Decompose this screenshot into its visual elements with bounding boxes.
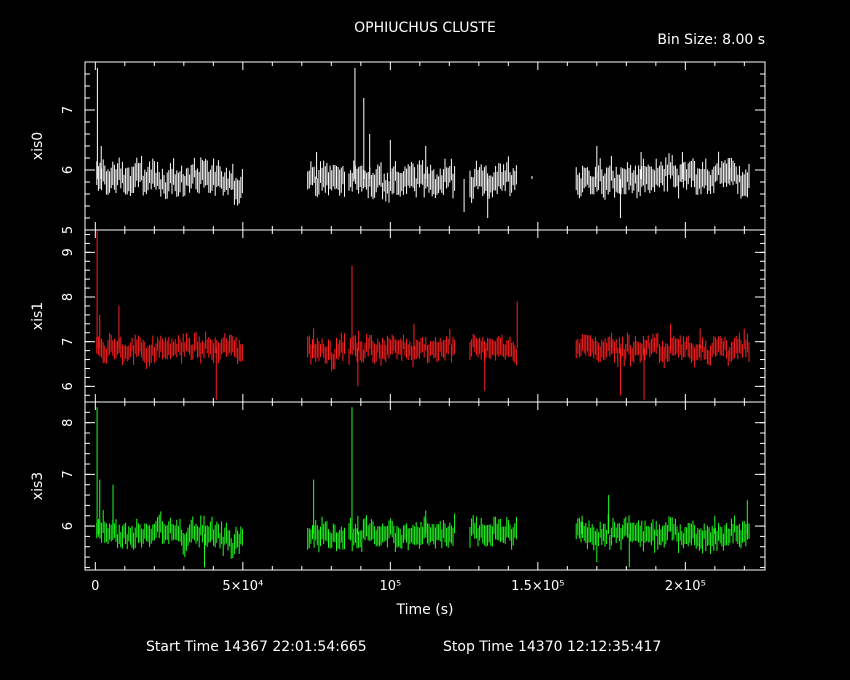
panel-xis0: 5 6 7 xis0 — [30, 61, 766, 234]
panel-y-label: xis3 — [30, 472, 46, 500]
y-tick-label: 6 — [61, 166, 76, 174]
series-xis1 — [96, 231, 750, 400]
start-time-label: Start Time 14367 22:01:54:665 — [146, 639, 367, 655]
panel-y-label: xis1 — [30, 302, 46, 330]
panel-y-label: xis0 — [30, 132, 46, 160]
x-tick-label: 1.5×10⁵ — [511, 579, 564, 594]
x-tick-label: 0 — [91, 579, 99, 594]
panel-xis3: 6 7 8 xis3 — [30, 401, 766, 571]
y-tick-label: 7 — [61, 470, 76, 478]
series-xis3 — [96, 407, 750, 568]
y-tick-label: 6 — [61, 522, 76, 530]
series-xis0 — [96, 68, 750, 218]
x-tick-label: 10⁵ — [379, 579, 401, 594]
panel-frame — [84, 61, 766, 231]
y-tick-label: 8 — [61, 293, 76, 301]
stop-time-label: Stop Time 14370 12:12:35:417 — [443, 639, 661, 655]
chart-title: OPHIUCHUS CLUSTE — [354, 20, 496, 36]
y-tick-label: 6 — [61, 382, 76, 390]
y-tick-label: 7 — [61, 106, 76, 114]
bin-size-label: Bin Size: 8.00 s — [657, 32, 765, 48]
x-axis-label: Time (s) — [396, 602, 454, 618]
y-tick-label: 9 — [61, 248, 76, 256]
y-tick-label: 5 — [61, 226, 76, 234]
x-tick-label: 2×10⁵ — [665, 579, 706, 594]
panel-xis1: 6 7 8 9 xis1 — [30, 229, 766, 403]
y-tick-label: 8 — [61, 419, 76, 427]
y-tick-label: 7 — [61, 338, 76, 346]
panel-frame — [84, 229, 766, 403]
x-tick-label: 5×10⁴ — [222, 579, 263, 594]
panels: 5 6 7 xis0 6 7 8 9 xis1 6 7 8 xis3 — [30, 61, 766, 571]
x-axis: 0 5×10⁴ 10⁵ 1.5×10⁵ 2×10⁵ — [91, 579, 706, 594]
panel-frame — [84, 401, 766, 571]
